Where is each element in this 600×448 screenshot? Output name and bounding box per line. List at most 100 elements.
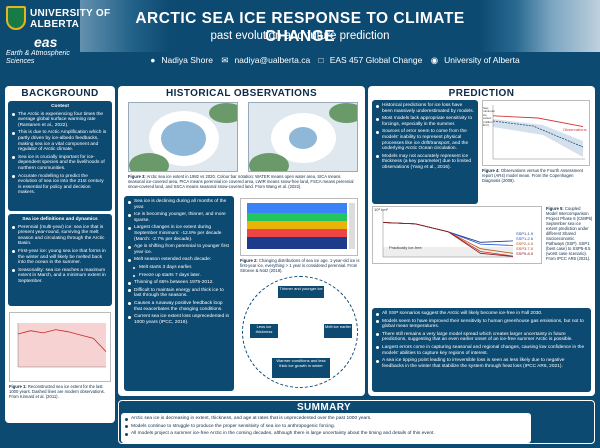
prediction-points2-box: All SSP scenarios suggest the Arctic wil… — [372, 308, 591, 392]
figure4-chart: Observations Sep. minimum ice extent (mi… — [482, 100, 590, 166]
author-email[interactable]: nadiya@ualberta.ca — [234, 55, 311, 65]
figure4-obs-label: Observations — [563, 127, 587, 132]
historical-point: Ice is becoming younger, thinner, and mo… — [128, 212, 230, 223]
poster-title: ARCTIC SEA ICE RESPONSE TO CLIMATE CHANG… — [135, 10, 465, 45]
historical-points-box: Sea ice is declining during all months o… — [124, 196, 234, 391]
prediction-point: There still remains a very large model s… — [376, 332, 587, 343]
figure5-label: Figure 5: — [546, 206, 564, 211]
header-photo-left — [80, 0, 170, 52]
figure2-chart — [240, 198, 358, 256]
ualberta-logo: UNIVERSITY OF ALBERTA — [6, 6, 124, 32]
context-heading: Context — [51, 104, 69, 109]
map-2020 — [248, 102, 358, 172]
figure1-svg — [10, 313, 110, 381]
prediction-point: A sea ice tipping point leading to irrev… — [376, 358, 587, 369]
historical-panel: HISTORICAL OBSERVATIONS Figure 3: Arctic… — [118, 86, 365, 396]
figure5-legend-ssp126: SSP1-2.6 — [516, 236, 534, 241]
figure1-chart — [9, 312, 111, 382]
figure1-series-line — [17, 329, 107, 352]
historical-point: Sea ice is declining during all months o… — [128, 199, 230, 210]
historical-point: Causes a runaway positive feedback loop … — [128, 301, 230, 312]
figure4-caption: Figure 4: Observations versus the Fourth… — [482, 168, 592, 183]
figure5-legend-ssp119: SSP1-1.9 — [516, 231, 534, 236]
historical-point: Largest changes in ice extent during Sep… — [128, 225, 230, 242]
location-icon: ◉ — [430, 55, 439, 65]
course-icon: □ — [318, 55, 324, 65]
definitions-box: Sea ice definitions and dynamics Perenni… — [8, 214, 112, 306]
feedback-node-thinner-ice: Thinner and younger ice — [277, 285, 325, 299]
figure5-unit-label: 10⁶ km² — [374, 207, 388, 212]
historical-point: Melt season extended each decade: — [128, 257, 230, 263]
author-line: ● Nadiya Shore ✉ nadiya@ualberta.ca □ EAS 4… — [100, 55, 570, 66]
historical-point: Thinning of 65% between 1975-2012. — [128, 280, 230, 286]
eas-mark: eas — [34, 34, 58, 50]
figure5-series-group — [382, 222, 514, 257]
poster-header: UNIVERSITY OF ALBERTA eas Earth & Atmosp… — [0, 0, 600, 78]
university-name: UNIVERSITY OF ALBERTA — [30, 8, 111, 30]
figure5-legend-ssp585: SSP5-8.5 — [516, 251, 534, 256]
summary-point: All models project a summer ice-free Arc… — [125, 431, 527, 437]
summary-panel: SUMMARY Arctic sea ice is decreasing in … — [118, 400, 595, 444]
figure5-legend-ssp245: SSP2-4.5 — [516, 241, 534, 246]
department-name: Earth & Atmospheric Sciences — [6, 50, 70, 65]
definition-point: Seasonality: sea ice reaches a maximum e… — [12, 268, 108, 285]
feedback-node-melt-earlier: Melt ice earlier — [323, 323, 353, 339]
prediction-point: Most models lack appropriate sensitivity… — [376, 116, 474, 127]
email-icon: ✉ — [221, 55, 229, 65]
figure5-chart: Practically ice-free 10⁶ km² SSP1-1.9 SS… — [372, 206, 542, 264]
figure5-text: Coupled Model Intercomparison Project Ph… — [546, 206, 593, 261]
figure4-observations-line — [492, 115, 584, 128]
context-point: Sea ice is crucially important for ice-d… — [12, 155, 108, 172]
figure5-icefree-label: Practically ice-free — [389, 245, 422, 250]
historical-point: Current sea ice extent loss unprecedente… — [128, 314, 230, 325]
prediction-title: PREDICTION — [448, 88, 515, 99]
figure3-caption: Figure 3: Arctic sea ice extent in 1982 … — [128, 174, 358, 189]
historical-subpoint: Melt starts 3 days earlier. — [128, 265, 230, 271]
historical-point: Difficult to maintain energy and thick i… — [128, 288, 230, 299]
author-name: Nadiya Shore — [161, 55, 213, 65]
summary-point: Models continue to struggle to produce t… — [125, 424, 527, 430]
feedback-node-less-thickness: Less ice thickness — [249, 323, 279, 339]
figure5-legend-ssp370: SSP3-7.0 — [516, 246, 534, 251]
figure3-label: Figure 3: — [128, 174, 146, 179]
figure5-svg — [382, 211, 514, 258]
ua-shield-icon — [6, 6, 26, 30]
feedback-node-warmer-conditions: Warmer conditions and less thick ice gro… — [271, 357, 331, 379]
summary-title: SUMMARY — [296, 402, 352, 413]
figure4-text: Observations versus the Fourth Assessmen… — [482, 168, 584, 183]
definitions-heading: Sea ice definitions and dynamics — [22, 217, 98, 222]
prediction-point: All SSP scenarios suggest the Arctic wil… — [376, 311, 587, 317]
figure4-label: Figure 4: — [482, 168, 500, 173]
prediction-point: Models seem to have improved their sensi… — [376, 319, 587, 330]
summary-box: Arctic sea ice is decreasing in extent, … — [121, 413, 531, 443]
eas-logo: eas Earth & Atmospheric Sciences — [6, 34, 81, 74]
figure5-series-0 — [382, 222, 514, 243]
course-name: EAS 457 Global Change — [329, 55, 423, 65]
figure1-caption: Figure 1: Reconstructed sea ice extent f… — [9, 384, 111, 399]
person-icon: ● — [150, 55, 156, 65]
background-title: BACKGROUND — [21, 88, 99, 99]
summary-point: Arctic sea ice is decreasing in extent, … — [125, 416, 527, 422]
poster-subtitle: past evolution and future prediction — [210, 30, 390, 42]
prediction-point: Historical predictions for ice loss have… — [376, 103, 474, 114]
background-panel: BACKGROUND Context The Arctic is experie… — [5, 86, 115, 423]
figure5-series-4 — [382, 222, 514, 257]
context-box: Context The Arctic is experiencing four … — [8, 101, 112, 211]
historical-title: HISTORICAL OBSERVATIONS — [165, 88, 318, 99]
references-block — [535, 402, 593, 442]
prediction-point: Largest errors come in capturing seasona… — [376, 345, 587, 356]
figure2-caption: Figure 2: Changing distributions of sea … — [240, 258, 360, 273]
historical-point: Age is shifting from perennial to younge… — [128, 244, 230, 255]
context-point: This is due to Arctic Amplification whic… — [12, 130, 108, 152]
figure2-text: Changing distributions of sea ice age. 1… — [240, 258, 360, 273]
header-photo-right — [480, 0, 600, 52]
feedback-loop-diagram: Thinner and younger ice Less ice thickne… — [242, 276, 358, 388]
historical-subpoint: Freeze up starts 7 days later. — [128, 273, 230, 279]
figure4-ylabel: Sep. minimum ice extent (million km²) — [483, 106, 496, 128]
figure4-svg — [492, 105, 585, 160]
figure3-text: Arctic sea ice extent in 1982 vs 2020. C… — [128, 174, 354, 189]
figure1-text: Reconstructed sea ice extent for the las… — [9, 384, 105, 399]
map-1982 — [128, 102, 238, 172]
figure1-label: Figure 1: — [9, 384, 27, 389]
figure5-caption: Figure 5: Coupled Model Intercomparison … — [546, 206, 593, 261]
